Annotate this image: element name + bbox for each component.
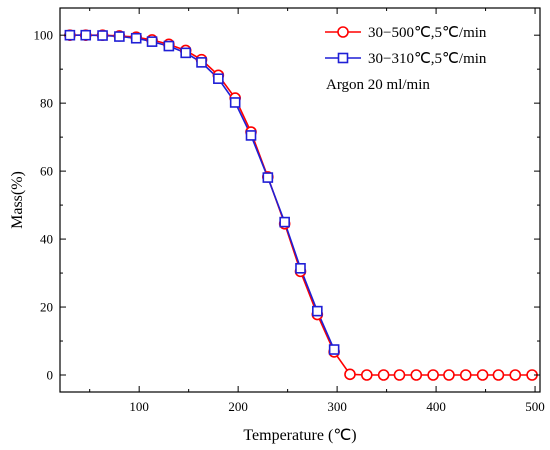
series-2-point [262,172,274,183]
series-1-point [427,369,439,381]
chart-annotation: Argon 20 ml/min [326,77,430,93]
series-1-point [476,369,489,381]
series-2-point [229,97,241,108]
y-axis-title: Mass(%) [9,171,26,229]
x-tick-label: 200 [228,399,248,414]
x-tick-label: 100 [129,399,149,414]
x-axis-title: Temperature (℃) [243,427,356,444]
legend-swatch-square-icon [337,52,349,64]
series-1-point [344,368,356,381]
series-2-point [114,31,125,42]
series-2-point [213,73,224,84]
series-1-point [443,369,455,381]
series-2-point [163,40,175,52]
axis-ticks [60,8,540,392]
series-1-point [459,369,472,381]
series-1-point [410,369,423,381]
plot-frame [59,7,541,393]
series-2-point [196,57,207,68]
series-1-point [393,369,406,381]
series-2-point [64,29,76,41]
series-2-point [97,30,108,41]
series-2-point [312,305,323,317]
legend-entry-series-1: 30−500℃,5℃/min [325,25,487,41]
axis-tick-labels: 100 200 300 400 500 0 20 40 60 80 100 [34,28,545,414]
y-tick-label: 100 [34,28,54,43]
series-2-point [279,216,290,228]
series-2-point [146,36,158,47]
legend-label: 30−500℃,5℃/min [368,25,487,41]
y-tick-label: 60 [40,164,53,179]
series-2-point [328,344,340,355]
series-1-point [361,369,373,381]
series-2-line [69,34,335,350]
x-tick-label: 500 [525,399,545,414]
series-2-point [245,130,257,141]
legend-entry-series-2: 30−310℃,5℃/min [325,51,487,67]
plot-lines [69,34,533,376]
series-2-point [295,263,306,274]
y-tick-label: 80 [40,96,53,111]
series-1-point [509,369,522,381]
legend: 30−500℃,5℃/min 30−310℃,5℃/min Argon 20 m… [325,25,487,93]
plot-markers [64,29,538,381]
y-tick-label: 20 [40,300,53,315]
x-tick-label: 300 [327,399,347,414]
series-2-point [180,47,191,59]
y-tick-label: 40 [40,232,53,247]
legend-swatch-circle-icon [337,26,349,38]
x-tick-label: 400 [426,399,446,414]
series-2-point [130,32,142,44]
series-1-line [69,34,533,376]
series-1-point [377,369,390,381]
legend-label: 30−310℃,5℃/min [368,51,487,67]
y-tick-label: 0 [47,368,54,383]
series-2-point [80,29,92,41]
series-1-point [492,369,505,381]
